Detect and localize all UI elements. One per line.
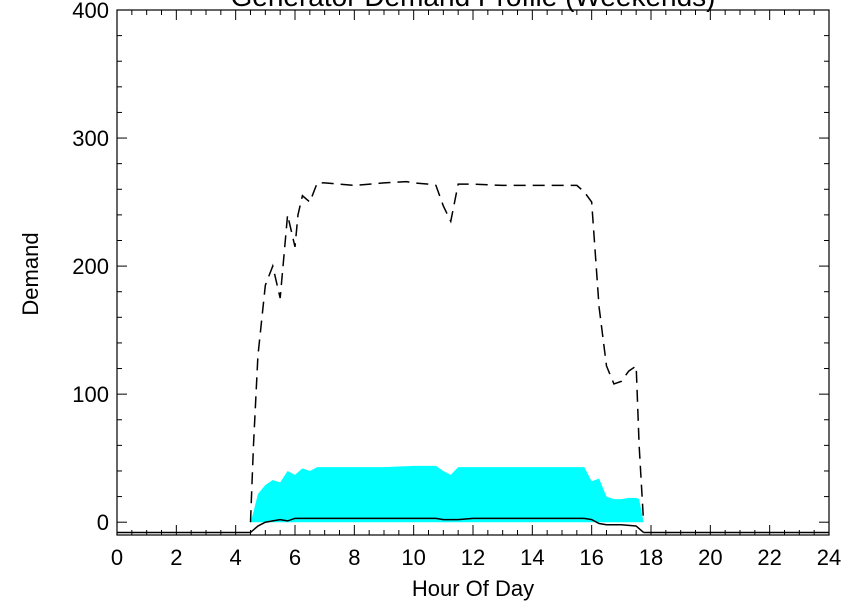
x-tick-label: 10 (401, 545, 425, 570)
x-tick-label: 14 (520, 545, 544, 570)
x-tick-label: 20 (698, 545, 722, 570)
x-tick-label: 8 (348, 545, 360, 570)
x-tick-label: 18 (639, 545, 663, 570)
x-tick-label: 12 (461, 545, 485, 570)
y-tick-label: 300 (72, 126, 109, 151)
x-tick-label: 2 (170, 545, 182, 570)
x-axis-label: Hour Of Day (412, 576, 534, 601)
chart-title: Generator Demand Profile (Weekends) (230, 0, 715, 12)
y-tick-label: 200 (72, 254, 109, 279)
x-tick-label: 0 (111, 545, 123, 570)
x-tick-label: 4 (230, 545, 242, 570)
plot-frame (116, 9, 830, 536)
x-tick-label: 16 (579, 545, 603, 570)
y-axis-label: Demand (18, 232, 43, 315)
series-solid-line (250, 517, 645, 534)
x-tick-label: 6 (289, 545, 301, 570)
y-tick-label: 400 (72, 0, 109, 23)
y-tick-label: 100 (72, 382, 109, 407)
y-tick-label: 0 (97, 510, 109, 535)
x-tick-label: 22 (757, 545, 781, 570)
series-layer (117, 180, 829, 534)
x-tick-label: 24 (817, 545, 841, 570)
series-dashed-line (249, 180, 645, 523)
series-filled-area (250, 465, 644, 523)
